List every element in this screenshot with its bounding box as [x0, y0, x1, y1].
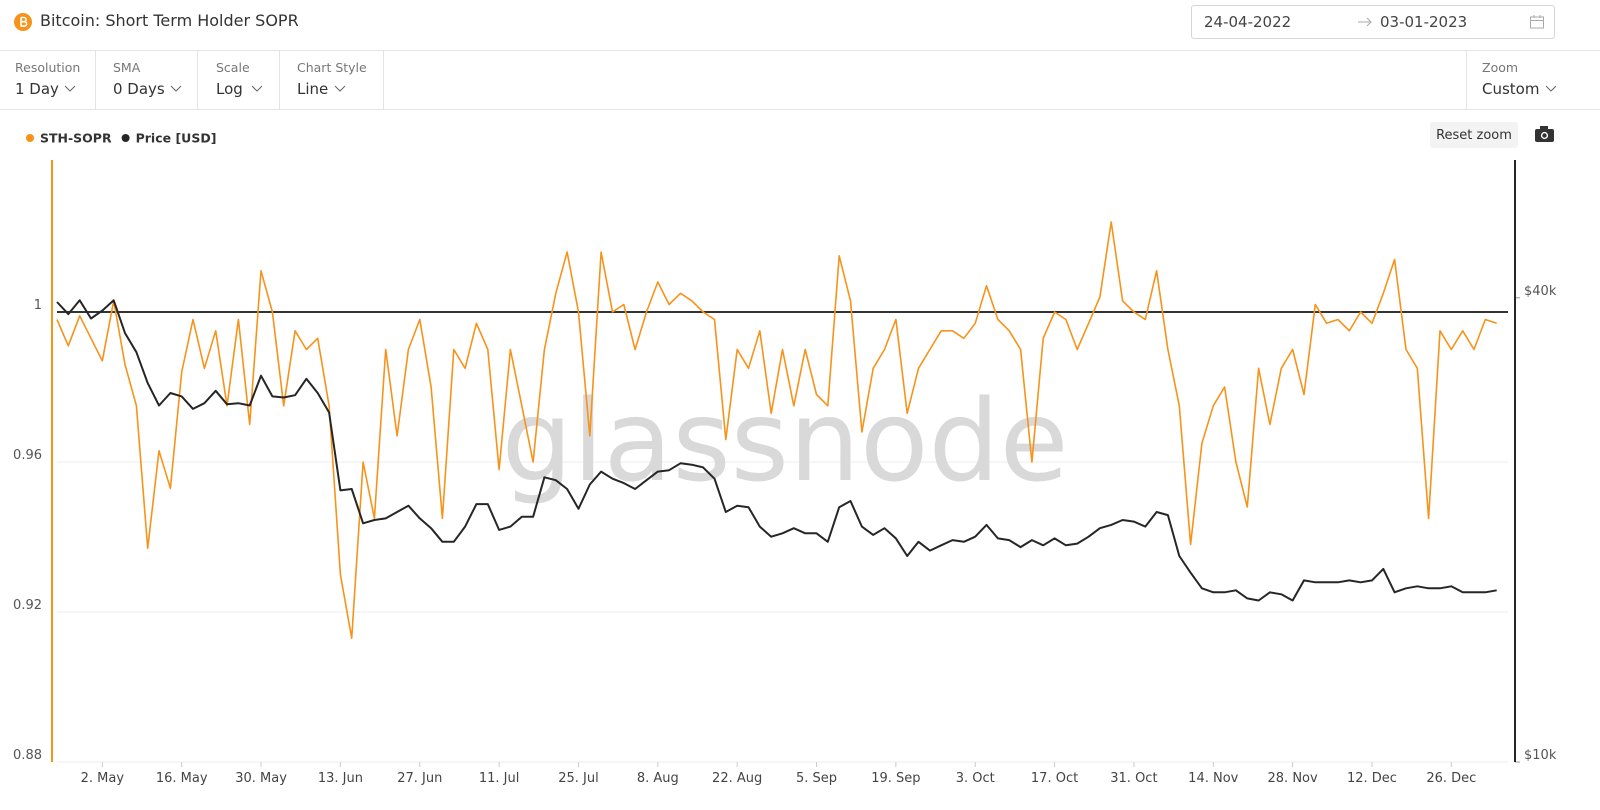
scale-control[interactable]: Scale Log: [198, 51, 280, 109]
y-tick-label: 0.96: [13, 448, 42, 463]
y2-tick-label: $10k: [1524, 748, 1557, 763]
x-tick-label: 2. May: [81, 771, 125, 786]
control-value[interactable]: 0 Days: [113, 80, 165, 98]
chevron: [170, 85, 182, 92]
chart: Reset zoom 0.88 0.92 0.96 1 $10k $40k 2. May 16…: [13, 122, 1557, 786]
control-label: SMA: [113, 60, 141, 75]
x-tick-label: 19. Sep: [871, 771, 920, 786]
legend-marker: [26, 134, 34, 142]
page-title: Bitcoin: Short Term Holder SOPR: [40, 11, 299, 30]
x-tick-label: 30. May: [235, 771, 287, 786]
x-tick-label: 31. Oct: [1110, 771, 1157, 786]
control-value[interactable]: Custom: [1482, 80, 1540, 98]
x-tick-label: 26. Dec: [1426, 771, 1476, 786]
y2-tick-label: $40k: [1524, 284, 1557, 299]
reset-zoom-label[interactable]: Reset zoom: [1436, 128, 1512, 143]
control-value[interactable]: 1 Day: [15, 80, 59, 98]
x-tick-label: 25. Jul: [558, 771, 599, 786]
control-label: Chart Style: [297, 60, 367, 75]
x-tick-label: 22. Aug: [712, 771, 762, 786]
legend-marker: [121, 134, 130, 142]
x-tick-label: 16. May: [156, 771, 208, 786]
x-tick-label: 14. Nov: [1188, 771, 1238, 786]
toolbar: Resolution 1 Day SMA 0 Days Scale Log Chart…: [0, 51, 1600, 110]
control-value[interactable]: Line: [297, 80, 329, 98]
chart-style-control[interactable]: Chart Style Line: [280, 51, 384, 109]
control-label: Zoom: [1482, 60, 1519, 75]
x-tick-label: 27. Jun: [397, 771, 442, 786]
x-tick-label: 3. Oct: [956, 771, 995, 786]
chevron: [64, 85, 76, 92]
reset-zoom-button[interactable]: [1430, 122, 1518, 148]
x-tick-label: 12. Dec: [1347, 771, 1397, 786]
chevron: [334, 85, 346, 92]
sma-control[interactable]: SMA 0 Days: [96, 51, 198, 109]
control-value[interactable]: Log: [216, 80, 243, 98]
series-line: [56, 221, 1497, 639]
camera-icon[interactable]: [1535, 126, 1554, 142]
date-from[interactable]: 24-04-2022: [1204, 13, 1292, 31]
y-tick-label: 0.88: [13, 748, 42, 763]
arrow-icon: [1358, 17, 1372, 27]
series-line: [56, 299, 1497, 602]
y-tick-label: 0.92: [13, 598, 42, 613]
header: Bitcoin: Short Term Holder SOPR 24-04-20…: [0, 0, 1600, 51]
bitcoin-icon: [14, 13, 32, 31]
zoom-control[interactable]: Zoom Custom: [1466, 51, 1600, 109]
x-tick-label: 8. Aug: [637, 771, 679, 786]
control-label: Scale: [216, 60, 250, 75]
resolution-control[interactable]: Resolution 1 Day: [0, 51, 96, 109]
legend-label: STH-SOPR: [40, 131, 112, 146]
x-tick-label: 28. Nov: [1268, 771, 1318, 786]
chevron: [1545, 85, 1557, 92]
legend-label: Price [USD]: [136, 131, 217, 146]
calendar-icon[interactable]: [1529, 14, 1545, 30]
x-tick-label: 13. Jun: [318, 771, 363, 786]
watermark: glassnode: [501, 377, 1068, 507]
control-label: Resolution: [15, 60, 81, 75]
date-to[interactable]: 03-01-2023: [1380, 13, 1468, 31]
y-tick-label: 1: [34, 298, 42, 313]
x-tick-label: 11. Jul: [479, 771, 520, 786]
x-tick-label: 5. Sep: [796, 771, 837, 786]
x-tick-label: 17. Oct: [1031, 771, 1078, 786]
chevron: [251, 85, 263, 92]
date-range[interactable]: 24-04-2022 03-01-2023: [1191, 5, 1555, 39]
